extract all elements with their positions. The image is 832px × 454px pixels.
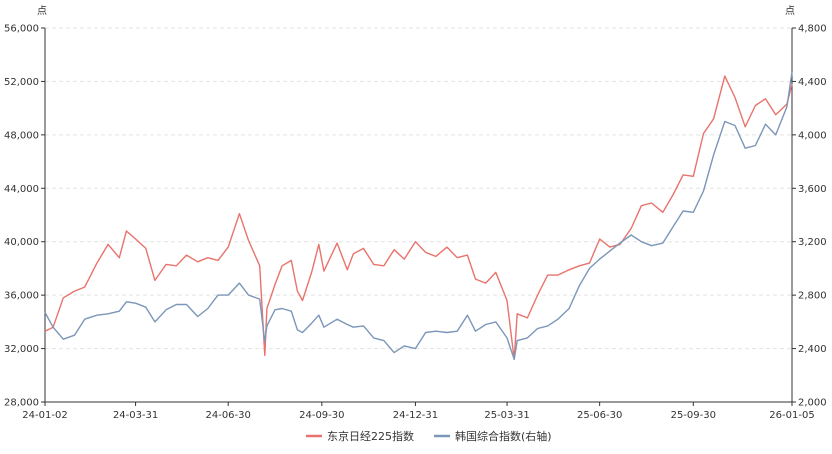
left-tick-label: 28,000 [4,398,39,409]
right-axis-ticks: 2,000 2,400 2,800 3,200 3,600 4,000 4,400 4,800 [792,24,827,409]
series-lines [44,71,793,360]
right-tick-label: 4,400 [798,77,827,88]
left-tick-label: 56,000 [4,24,39,35]
series-line-kospi [44,71,793,360]
left-axis-ticks: 28,000 32,000 36,000 40,000 44,000 48,000 52,0… [4,24,45,409]
right-tick-label: 4,800 [798,24,827,35]
x-tick-label: 26-01-05 [769,410,814,421]
x-tick-label: 24-12-31 [393,410,438,421]
left-axis-unit: 点 [37,5,47,17]
legend-item-nikkei[interactable]: 东京日经225指数 [306,429,414,443]
right-tick-label: 2,800 [798,291,827,302]
left-tick-label: 48,000 [4,130,39,141]
x-tick-label: 24-09-30 [299,410,344,421]
legend-label-kospi: 韩国综合指数(右轴) [455,429,552,443]
x-tick-label: 25-03-31 [484,410,529,421]
x-tick-label: 24-03-31 [113,410,158,421]
right-tick-label: 4,000 [798,130,827,141]
legend-label-nikkei: 东京日经225指数 [327,429,414,443]
x-tick-label: 25-09-30 [671,410,716,421]
left-tick-label: 36,000 [4,291,39,302]
right-tick-label: 2,000 [798,398,827,409]
legend[interactable]: 东京日经225指数 韩国综合指数(右轴) [306,429,552,443]
x-tick-label: 24-01-02 [22,410,67,421]
x-tick-label: 25-06-30 [577,410,622,421]
left-tick-label: 40,000 [4,237,39,248]
x-tick-label: 24-06-30 [205,410,250,421]
left-tick-label: 52,000 [4,77,39,88]
x-axis-ticks: 24-01-02 24-03-31 24-06-30 24-09-30 24-12-31… [22,402,815,421]
axes: 点 点 [37,5,795,403]
right-axis-unit: 点 [785,5,795,17]
gridlines [45,27,792,350]
legend-item-kospi[interactable]: 韩国综合指数(右轴) [434,429,552,443]
left-tick-label: 32,000 [4,344,39,355]
right-tick-label: 3,600 [798,184,827,195]
right-tick-label: 3,200 [798,237,827,248]
right-tick-label: 2,400 [798,344,827,355]
series-line-nikkei [44,75,793,360]
left-tick-label: 44,000 [4,184,39,195]
